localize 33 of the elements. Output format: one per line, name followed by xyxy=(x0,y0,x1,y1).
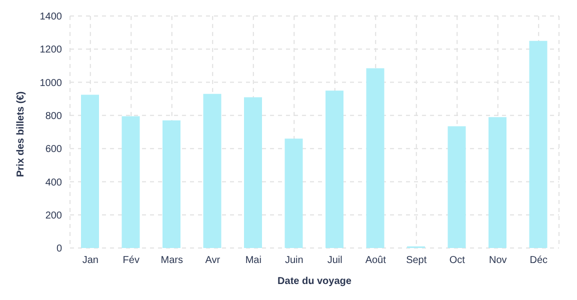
x-axis-title: Date du voyage xyxy=(278,276,352,287)
y-tick-label: 1000 xyxy=(40,78,62,89)
x-tick-label: Oct xyxy=(449,255,466,266)
bar xyxy=(81,94,99,248)
bar xyxy=(284,138,303,248)
x-tick-label: Juin xyxy=(284,255,304,266)
y-tick-label: 800 xyxy=(45,110,62,122)
x-tick-label: Sept xyxy=(406,255,427,266)
bar xyxy=(162,120,180,248)
y-tick-label: 200 xyxy=(45,210,62,222)
y-tick-label: 600 xyxy=(45,144,62,156)
y-tick-label: 400 xyxy=(45,177,62,188)
x-tick-label: Jan xyxy=(82,255,98,266)
bar xyxy=(203,94,222,248)
bar xyxy=(244,97,262,248)
x-tick-label: Août xyxy=(365,255,386,266)
x-tick-label: Déc xyxy=(530,255,548,266)
bar xyxy=(326,90,344,248)
x-tick-label: Mai xyxy=(245,255,262,266)
y-tick-label: 1400 xyxy=(40,12,62,23)
y-tick-label: 1200 xyxy=(40,44,62,56)
x-tick-label: Avr xyxy=(205,255,221,266)
bar xyxy=(488,117,506,248)
bar xyxy=(448,126,466,248)
y-axis-title: Prix des billets (€) xyxy=(16,91,27,177)
bar xyxy=(122,116,140,248)
x-tick-label: Juil xyxy=(327,255,342,266)
bar xyxy=(366,68,384,248)
bar xyxy=(529,40,548,248)
x-tick-label: Mars xyxy=(160,255,183,266)
x-tick-label: Nov xyxy=(488,255,507,266)
x-tick-label: Fév xyxy=(122,255,140,266)
y-tick-label: 0 xyxy=(56,244,62,255)
